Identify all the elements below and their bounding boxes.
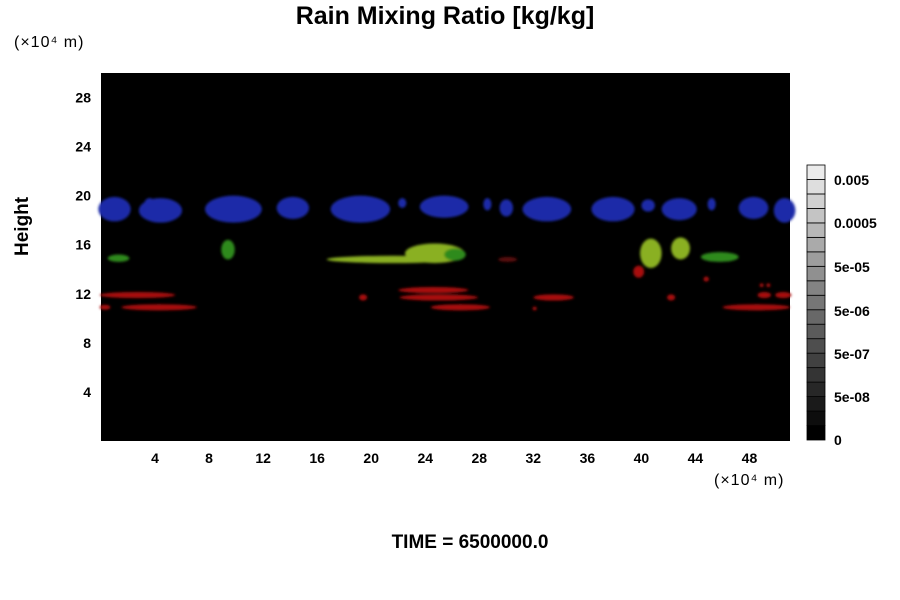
x-tick-label: 44 [688,450,704,466]
rain-feature-green [444,248,466,261]
x-tick-label: 20 [363,450,379,466]
x-axis-unit: (×10⁴ m) [714,472,785,489]
rain-feature-blue [419,195,469,218]
rain-feature-red [533,294,574,301]
rain-feature-blue [773,198,796,223]
rain-feature-red [722,304,790,311]
colorbar-level [806,410,826,426]
rain-feature-blue [276,196,310,219]
y-tick-label: 12 [75,286,91,302]
rain-feature-blue [398,198,407,208]
colorbar-label: 5e-06 [834,303,870,319]
rain-feature-blue [591,196,635,222]
rain-feature-red [430,304,491,311]
rain-feature-red [703,276,709,282]
colorbar-level [806,236,826,253]
x-tick-label: 32 [526,450,542,466]
colorbar-level [806,381,826,397]
colorbar-label: 0.005 [834,172,869,188]
colorbar-level [806,280,826,296]
rain-feature-red [121,304,197,311]
rain-feature-red [532,306,537,311]
y-tick-label: 20 [75,188,91,204]
x-tick-label: 48 [742,450,758,466]
x-tick-label: 12 [255,450,271,466]
time-label: TIME = 6500000.0 [391,532,549,553]
y-axis-unit: (×10⁴ m) [14,34,85,51]
rain-feature-blue [205,195,262,223]
x-tick-label: 16 [309,450,325,466]
colorbar-level [806,208,826,224]
y-tick-label: 24 [75,139,91,155]
x-tick-label: 28 [471,450,487,466]
rain-feature-blue [483,198,492,211]
colorbar-label: 0.0005 [834,215,877,231]
rain-feature-red [398,287,469,294]
rain-feature-red [359,294,368,301]
colorbar-level [806,367,826,383]
rain-feature-yellow [671,237,691,260]
colorbar-level [806,222,826,238]
x-tick-label: 40 [634,450,650,466]
y-tick-label: 16 [75,237,91,253]
rain-feature-red [759,283,764,288]
colorbar-level [806,396,826,412]
rain-feature-red [775,291,792,299]
y-tick-label: 28 [75,90,91,106]
rain-feature-red [633,265,645,278]
colorbar-level [806,323,826,340]
rain-feature-yellow [640,238,662,269]
rain-feature-red [99,291,176,299]
colorbar-level [806,309,826,325]
chart-title: Rain Mixing Ratio [kg/kg] [295,2,595,30]
rain-feature-red [766,283,771,288]
colorbar-label: 5e-05 [834,259,870,275]
rain-feature-blue [707,198,716,211]
rain-feature-blue [98,196,131,222]
rain-feature-blue [522,196,572,222]
rain-feature-red [99,304,111,310]
rain-feature-blue [499,199,514,217]
rain-feature-blue [738,196,769,219]
rain-feature-red [667,294,676,301]
rain-feature-blue [661,198,697,221]
colorbar-level [806,179,826,195]
colorbar-level [806,352,826,369]
y-tick-label: 8 [83,335,91,351]
colorbar-level [806,338,826,354]
colorbar-level [806,294,826,311]
colorbar-level [806,425,826,441]
colorbar-level [806,164,826,180]
rain-feature-blue [641,199,655,212]
rain-feature-blue [330,195,391,223]
colorbar-level [806,193,826,209]
rain-feature-green [107,254,130,262]
x-tick-label: 4 [151,450,159,466]
colorbar-label: 0 [834,432,842,448]
y-tick-label: 4 [83,384,91,400]
rain-feature-green [700,252,739,262]
x-tick-label: 36 [580,450,596,466]
rain-feature-blue [144,198,156,211]
colorbar-level [806,251,826,267]
colorbar-label: 5e-07 [834,346,870,362]
colorbar-label: 5e-08 [834,389,870,405]
rain-feature-darkred [498,257,518,262]
rain-feature-red [757,291,772,299]
rain-feature-green [221,239,235,260]
colorbar-level [806,265,826,282]
rain-feature-red [399,294,478,301]
x-tick-label: 24 [417,450,433,466]
x-tick-label: 8 [205,450,213,466]
